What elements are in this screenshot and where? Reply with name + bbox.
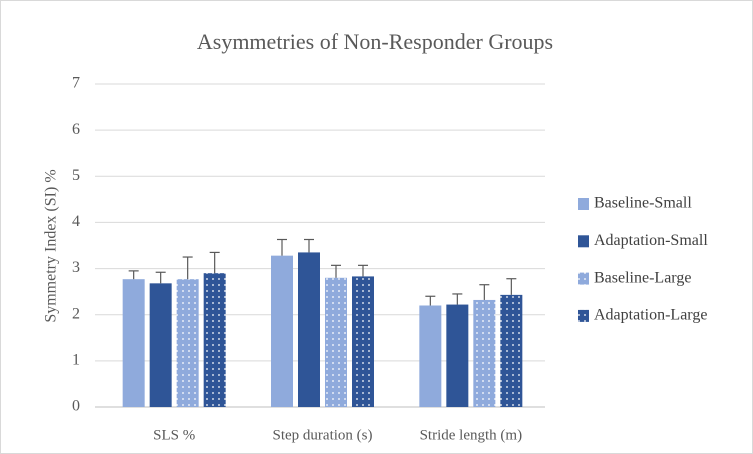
legend-swatch: [578, 198, 589, 210]
y-axis-label: Symmetry Index (SI) %: [43, 169, 60, 322]
bar: [352, 276, 374, 407]
bar: [298, 252, 320, 407]
y-tick-label: 6: [72, 121, 80, 138]
bar: [500, 294, 523, 407]
bar: [473, 299, 496, 407]
bar: [325, 277, 347, 407]
y-tick-label: 5: [72, 167, 80, 184]
x-tick-label: Stride length (m): [420, 427, 522, 443]
bar: [149, 283, 172, 407]
x-tick-label: SLS %: [153, 427, 195, 443]
legend-label: Baseline-Large: [594, 269, 691, 286]
y-tick-label: 2: [72, 305, 80, 322]
y-tick-label: 3: [72, 259, 80, 276]
legend-swatch: [578, 309, 589, 322]
legend-label: Adaptation-Large: [594, 307, 707, 324]
y-tick-label: 0: [72, 398, 80, 415]
legend-swatch: [578, 235, 589, 248]
legend-swatch: [578, 272, 589, 285]
bar: [419, 305, 442, 407]
legend-label: Baseline-Small: [594, 195, 692, 212]
bar: [203, 273, 226, 407]
y-tick-label: 4: [72, 213, 80, 230]
bar: [176, 279, 199, 407]
legend-label: Adaptation-Small: [594, 232, 708, 249]
y-tick-label: 1: [72, 352, 80, 369]
bar: [446, 304, 469, 407]
y-tick-label: 7: [72, 75, 80, 92]
bar: [122, 279, 145, 407]
chart-title: Asymmetries of Non-Responder Groups: [197, 29, 553, 54]
x-tick-label: Step duration (s): [273, 427, 373, 443]
bar: [271, 255, 293, 407]
